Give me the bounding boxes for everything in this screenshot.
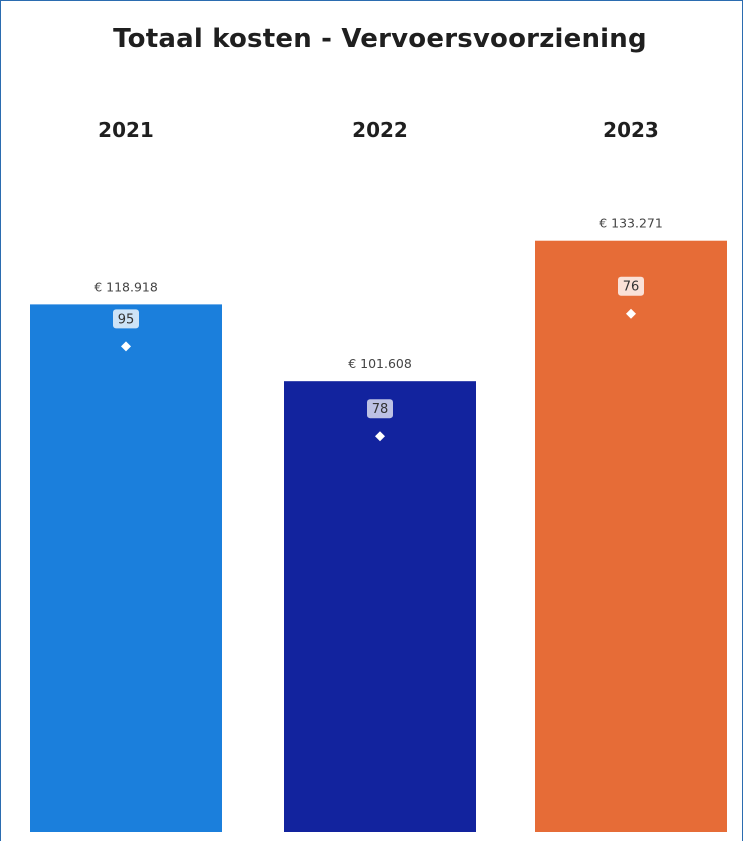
category-label-2022: 2022	[352, 118, 408, 142]
count-badge-2022	[367, 399, 393, 419]
count-badge-2021	[113, 309, 139, 329]
chart-title: Totaal kosten - Vervoersvoorziening	[113, 24, 647, 54]
bar-2022[interactable]	[284, 381, 476, 832]
count-badge-2023	[618, 276, 644, 296]
count-label-2023: 76	[623, 280, 640, 295]
category-label-2021: 2021	[98, 118, 154, 142]
count-marker-2022[interactable]: 78	[367, 399, 393, 442]
category-label-2023: 2023	[603, 118, 659, 142]
count-marker-2023[interactable]: 76	[618, 276, 644, 319]
bar-2023[interactable]	[535, 240, 727, 832]
data-label-2022: € 101.608	[348, 356, 412, 371]
bar-2021[interactable]	[30, 304, 222, 832]
count-marker-2021[interactable]: 95	[113, 309, 139, 352]
count-point-2022	[375, 431, 385, 442]
count-point-2021	[121, 341, 131, 352]
count-label-2022: 78	[372, 402, 389, 417]
count-label-2021: 95	[118, 312, 135, 327]
data-label-2021: € 118.918	[94, 279, 158, 294]
count-point-2023	[626, 308, 636, 319]
data-label-2023: € 133.271	[599, 216, 663, 231]
